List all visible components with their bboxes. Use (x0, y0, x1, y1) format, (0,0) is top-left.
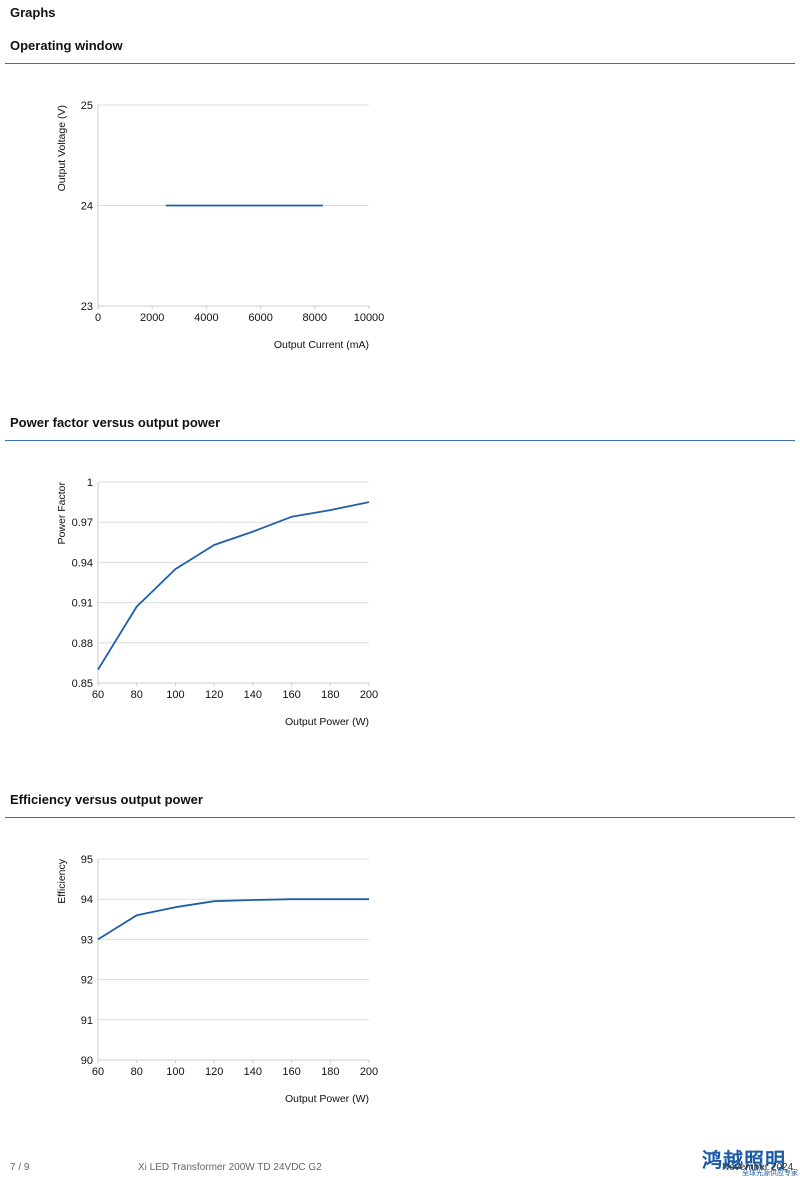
y-tick-label: 94 (81, 894, 93, 906)
section-title: Operating window (10, 38, 123, 53)
x-tick-label: 100 (166, 1066, 184, 1078)
section-divider (5, 440, 795, 441)
x-axis-title: Output Current (mA) (274, 339, 369, 351)
y-axis-title: Efficiency (56, 858, 68, 903)
footer-product-name: Xi LED Transformer 200W TD 24VDC G2 (138, 1162, 322, 1173)
x-tick-label: 140 (244, 689, 262, 701)
x-tick-label: 80 (131, 1066, 143, 1078)
y-tick-label: 92 (81, 975, 93, 987)
y-tick-label: 0.88 (72, 638, 93, 650)
footer-page-number: 7 / 9 (10, 1162, 30, 1173)
x-tick-label: 180 (321, 1066, 339, 1078)
x-axis-title: Output Power (W) (285, 716, 369, 728)
series-line (97, 501, 370, 671)
y-tick-label: 0.94 (72, 557, 93, 569)
x-tick-label: 140 (244, 1066, 262, 1078)
y-tick-label: 0.85 (72, 678, 93, 690)
section-divider (5, 63, 795, 64)
section-title: Power factor versus output power (10, 415, 221, 430)
x-tick-label: 6000 (248, 312, 272, 324)
y-tick-label: 95 (81, 854, 93, 866)
y-tick-label: 0.97 (72, 517, 93, 529)
y-axis-title: Power Factor (56, 481, 68, 544)
series-line (97, 898, 369, 941)
efficiency-chart: 90 91 92 93 94 95 60 80 100 120 140 160 180 200 Output… (56, 854, 378, 1105)
x-tick-label: 2000 (140, 312, 164, 324)
y-tick-label: 1 (87, 477, 93, 489)
x-axis-title: Output Power (W) (285, 1093, 369, 1105)
page-heading: Graphs (10, 5, 56, 20)
x-tick-label: 60 (92, 689, 104, 701)
section-title: Efficiency versus output power (10, 792, 203, 807)
y-tick-label: 93 (81, 934, 93, 946)
x-tick-label: 8000 (303, 312, 327, 324)
x-tick-label: 0 (95, 312, 101, 324)
x-tick-label: 120 (205, 689, 223, 701)
x-tick-label: 200 (360, 689, 378, 701)
x-tick-label: 200 (360, 1066, 378, 1078)
x-tick-label: 160 (282, 689, 300, 701)
x-tick-label: 60 (92, 1066, 104, 1078)
y-tick-label: 91 (81, 1015, 93, 1027)
y-axis-title: Output Voltage (V) (56, 105, 68, 191)
y-tick-label: 23 (81, 301, 93, 313)
x-tick-label: 10000 (354, 312, 385, 324)
y-tick-label: 24 (81, 201, 93, 213)
x-tick-label: 100 (166, 689, 184, 701)
footer-date: November 2024 (722, 1162, 794, 1173)
x-tick-label: 4000 (194, 312, 218, 324)
x-tick-label: 160 (282, 1066, 300, 1078)
company-logo: 鸿越照明 (702, 1148, 786, 1172)
x-tick-label: 80 (131, 689, 143, 701)
x-tick-label: 120 (205, 1066, 223, 1078)
logo-tagline: 全球光源供应专家 (742, 1170, 798, 1177)
x-tick-label: 180 (321, 689, 339, 701)
y-tick-label: 90 (81, 1055, 93, 1067)
y-tick-label: 0.91 (72, 598, 93, 610)
section-divider (5, 817, 795, 818)
operating-window-chart: 23 24 25 0 2000 4000 6000 8000 10000 Output Curre… (56, 100, 385, 351)
y-tick-label: 25 (81, 100, 93, 112)
